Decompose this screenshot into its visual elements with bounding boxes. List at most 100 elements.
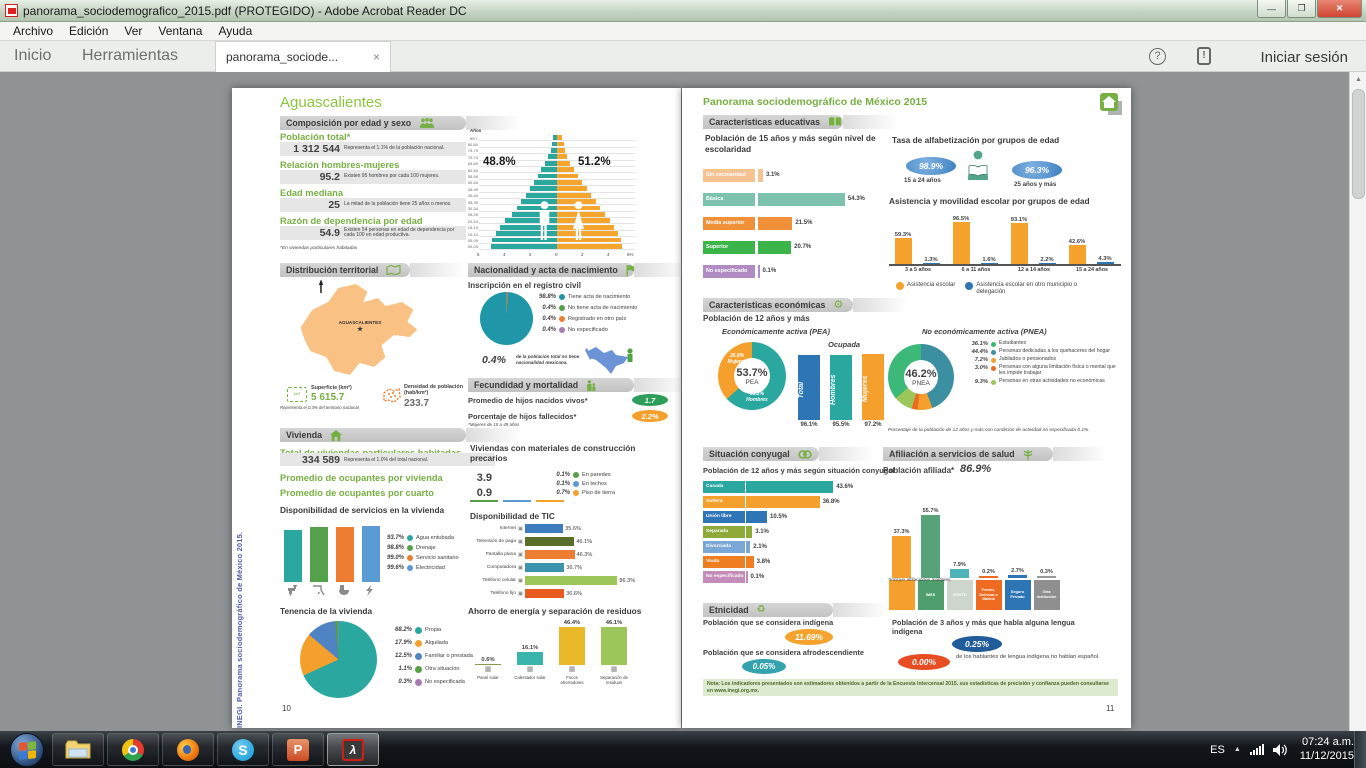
pyramid-row: 55-59: [465, 173, 635, 180]
restore-button[interactable]: ❐: [1287, 0, 1316, 18]
language-indicator[interactable]: ES: [1210, 743, 1225, 756]
stat-value: 54.9: [319, 227, 340, 239]
stat-label: Población total*: [280, 132, 351, 142]
tic-row: Internet ▣ 35.6%: [470, 522, 668, 535]
conyugal-pct: 3.8%: [756, 558, 771, 565]
pyramid-female-bar: [557, 224, 615, 230]
start-button[interactable]: [10, 732, 44, 767]
legend-dot: [573, 481, 579, 487]
section-header-territorial: Distribución territorial: [280, 263, 465, 277]
tab-document[interactable]: panorama_sociode... ×: [215, 41, 391, 72]
taskbar-powerpoint[interactable]: P: [272, 733, 324, 766]
asistencia-group: 42.6% 4.3% 15 a 24 años: [1063, 208, 1121, 273]
menu-item[interactable]: Ver: [124, 24, 143, 38]
taskbar-explorer[interactable]: [52, 733, 104, 766]
salud-bar: [1037, 576, 1056, 578]
scrollbar-thumb[interactable]: [1352, 89, 1365, 199]
window-titlebar[interactable]: panorama_sociodemografico_2015.pdf (PROT…: [0, 0, 1366, 22]
legend-pct: 0.4%: [542, 327, 556, 333]
pyramid-age-label: 80-84: [467, 142, 478, 148]
vertical-scrollbar[interactable]: ▲: [1349, 72, 1366, 731]
pyramid-right-zone: [557, 160, 635, 167]
section-title: Afiliación a servicios de salud: [889, 449, 1015, 459]
legend-dot: [991, 350, 996, 355]
help-icon[interactable]: ?: [1149, 48, 1166, 65]
tic-bar: [525, 524, 564, 533]
salud-col: 0.2% Pemex, Defensa o Marina: [975, 508, 1002, 610]
menu-item[interactable]: Archivo: [13, 24, 54, 38]
pyramid-male-bar: [505, 218, 557, 224]
asistencia-group-label: 6 a 11 años: [961, 267, 991, 273]
show-desktop-button[interactable]: [1354, 731, 1366, 768]
notifications-icon[interactable]: !: [1197, 47, 1211, 65]
registro-legend: 98.8% Tiene acta de nacimiento 0.4% No t…: [534, 294, 668, 338]
volume-icon[interactable]: [1272, 743, 1287, 756]
minimize-button[interactable]: —: [1257, 0, 1286, 18]
taskbar-acrobat-active[interactable]: λ: [327, 733, 379, 766]
legend-item: 0.7% Piso de tierra: [548, 490, 668, 496]
tic-device-icon: ▣: [517, 590, 524, 597]
tic-label: Teléfono celular: [482, 578, 516, 583]
menu-item[interactable]: Ventana: [158, 24, 203, 38]
menu-item[interactable]: Edición: [69, 24, 109, 38]
servicios-title: Disponibilidad de servicios en la vivien…: [280, 505, 445, 515]
salud-institution-box: [888, 579, 915, 610]
pyramid-male-bar: [492, 237, 557, 243]
pyramid-row: 15-19: [465, 224, 635, 231]
clock[interactable]: 07:24 a.m. 11/12/2015: [1300, 736, 1354, 764]
ocupada-values: 96.1% 95.5% 97.2%: [798, 422, 884, 428]
escolaridad-row: Media superior 21.5%: [703, 211, 943, 235]
pyramid-left-zone: [479, 135, 557, 142]
pyramid-left-zone: [479, 180, 557, 187]
firefox-icon: [177, 738, 199, 761]
pdf-viewport[interactable]: INEGI. Panorama sociodemográfico de Méxi…: [0, 72, 1366, 731]
sign-in-button[interactable]: Iniciar sesión: [1260, 49, 1348, 66]
stats-footnote: *En viviendas particulares habitadas: [280, 246, 358, 251]
stat-label: Edad mediana: [280, 188, 344, 198]
conyugal-chip: Casada: [703, 480, 745, 493]
section-header-fecundidad: Fecundidad y mortalidad: [468, 378, 689, 392]
close-button[interactable]: ✕: [1317, 0, 1362, 18]
conyugal-chip: Viuda: [703, 555, 745, 568]
tic-label: Computadora: [486, 565, 516, 570]
ocupantes-row: Promedio de ocupantes por cuarto 0.9: [280, 487, 492, 499]
pyramid-right-zone: [557, 173, 635, 180]
ocupada-bar: Total: [798, 354, 820, 420]
scroll-up-arrow[interactable]: ▲: [1355, 76, 1362, 83]
stat-block: Relación hombres-mujeres 95.2 Existen 95…: [280, 160, 466, 184]
tray-expand-icon[interactable]: ▲: [1233, 746, 1241, 753]
ocupada-bar-label: Hombres: [830, 374, 837, 405]
taskbar-firefox[interactable]: [162, 733, 214, 766]
escolaridad-chip: Media superior: [703, 216, 755, 230]
man-silhouette-icon: [539, 201, 550, 241]
conyugal-row: Viuda 3.8%: [703, 554, 883, 569]
pyramid-male-bar: [550, 148, 557, 153]
asistencia-escolar-bar: [952, 221, 970, 264]
pyramid-male-bar: [551, 141, 557, 147]
legend-label: Propia: [425, 627, 442, 633]
taskbar-skype[interactable]: S: [217, 733, 269, 766]
pyramid-axis-label: Años: [470, 128, 482, 133]
legend-pct: 68.2%: [394, 627, 412, 633]
pyramid-right-zone: [557, 180, 635, 187]
taskbar-chrome[interactable]: [107, 733, 159, 766]
asistencia-escolar-bar: [1068, 245, 1086, 264]
salud-bar: [1008, 574, 1027, 578]
state-map-label: AGUASCALIENTES ★: [338, 320, 382, 333]
legend-dot: [559, 316, 565, 322]
ocupada-bars: Total Hombres Mujeres: [798, 353, 884, 420]
servicios-legend: 93.7% Agua entubada 98.8% Drenaje 99.0% …: [378, 535, 496, 575]
escolaridad-row: Superior 20.7%: [703, 235, 943, 259]
stat-desc: Representa el 1.1% de la población nacio…: [344, 145, 445, 152]
tic-rows: Internet ▣ 35.6% Televisión de paga ▣ 46…: [470, 522, 668, 600]
menu-item[interactable]: Ayuda: [218, 24, 253, 38]
tic-row: Televisión de paga ▣ 46.1%: [470, 535, 668, 548]
legend-label: Drenaje: [416, 545, 436, 551]
stat-desc: La mitad de la población tiene 25 años o…: [344, 201, 452, 208]
tab-herramientas[interactable]: Herramientas: [82, 47, 179, 64]
tic-pct: 35.6%: [565, 525, 581, 532]
legend-item: 93.7% Agua entubada: [378, 535, 496, 541]
network-signal-icon[interactable]: [1249, 744, 1264, 755]
tab-inicio[interactable]: Inicio: [14, 47, 52, 64]
tab-close-icon[interactable]: ×: [372, 50, 380, 64]
